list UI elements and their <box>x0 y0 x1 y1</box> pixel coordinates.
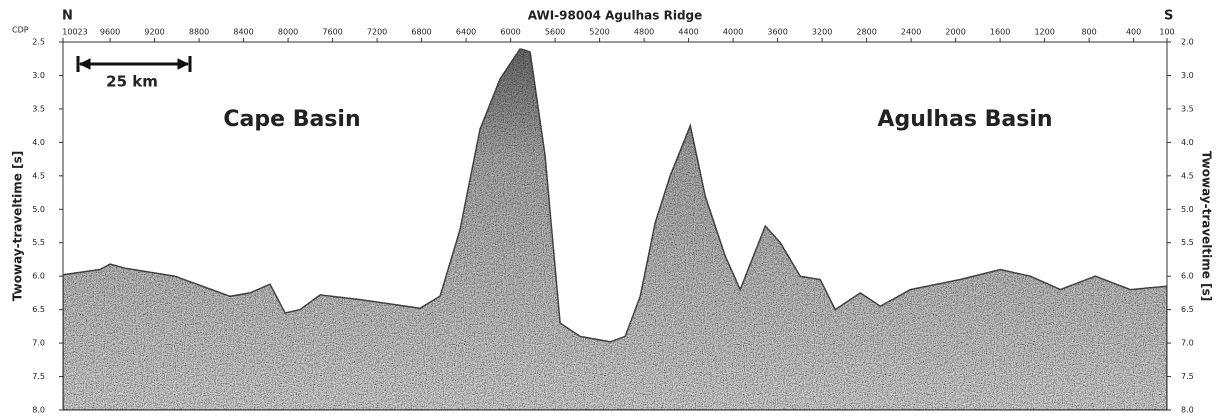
y2-tick-label: 6.5 <box>1181 305 1194 314</box>
x-tick-label: 10023 <box>62 28 87 37</box>
x-tick-label: 7600 <box>322 28 342 37</box>
x-tick-label: 6800 <box>411 28 431 37</box>
y2-tick-label: 6.0 <box>1181 272 1194 281</box>
y2-tick-label: 4.0 <box>1181 138 1194 147</box>
x-tick-label: 6000 <box>500 28 520 37</box>
x-tick-label: 100 <box>1159 28 1174 37</box>
x-tick-label: 7200 <box>367 28 387 37</box>
x-tick-label: 3200 <box>812 28 832 37</box>
y2-tick-label: 4.5 <box>1181 171 1194 180</box>
x-tick-label: 2400 <box>901 28 921 37</box>
annotation: Cape Basin <box>223 107 360 132</box>
y2-tick-label: 7.5 <box>1181 372 1194 381</box>
x-tick-label: 4000 <box>723 28 743 37</box>
scale-bar <box>78 56 190 72</box>
x-tick-label: 5600 <box>545 28 565 37</box>
x-tick-label: 9200 <box>144 28 164 37</box>
y-tick-label: 6.5 <box>32 305 45 314</box>
north-label: N <box>62 9 73 24</box>
chart-title: AWI-98004 Agulhas Ridge <box>528 9 703 23</box>
x-tick-label: 9600 <box>100 28 120 37</box>
y-tick-label: 5.0 <box>32 205 45 214</box>
y-tick-label: 6.0 <box>32 272 45 281</box>
y2-tick-label: 3.0 <box>1181 71 1194 80</box>
y2-tick-label: 2.0 <box>1181 38 1194 47</box>
y-tick-label: 4.5 <box>32 171 45 180</box>
y2-tick-label: 8.0 <box>1181 406 1194 415</box>
seafloor-reflector <box>63 49 1167 410</box>
y2-axis-label: Twoway-traveltime [s] <box>1200 151 1214 301</box>
x-tick-label: 2000 <box>945 28 965 37</box>
x-tick-label: 800 <box>1081 28 1096 37</box>
x-tick-label: 3600 <box>767 28 787 37</box>
x-tick-label: 5200 <box>589 28 609 37</box>
x-axis-label: CDP <box>12 26 29 35</box>
figure: CDP N S AWI-98004 Agulhas Ridge Twoway-t… <box>0 0 1220 419</box>
y-tick-label: 2.5 <box>32 38 45 47</box>
y-tick-label: 3.5 <box>32 104 45 113</box>
y2-tick-label: 3.5 <box>1181 104 1194 113</box>
y-tick-label: 7.5 <box>32 372 45 381</box>
x-tick-label: 400 <box>1126 28 1141 37</box>
x-tick-label: 8800 <box>189 28 209 37</box>
x-tick-label: 1200 <box>1034 28 1054 37</box>
y-tick-label: 5.5 <box>32 238 45 247</box>
south-label: S <box>1164 9 1173 24</box>
y2-tick-label: 7.0 <box>1181 339 1194 348</box>
x-tick-label: 8400 <box>233 28 253 37</box>
x-tick-label: 4800 <box>634 28 654 37</box>
x-tick-label: 8000 <box>278 28 298 37</box>
x-tick-label: 6400 <box>456 28 476 37</box>
y2-tick-label: 5.0 <box>1181 205 1194 214</box>
x-tick-label: 1600 <box>990 28 1010 37</box>
y-tick-label: 3.0 <box>32 71 45 80</box>
scale-bar-label: 25 km <box>106 73 158 91</box>
y-tick-label: 8.0 <box>32 406 45 415</box>
y-axis-label: Twoway-traveltime [s] <box>11 151 25 301</box>
annotation: Agulhas Basin <box>877 107 1052 132</box>
x-tick-label: 4400 <box>678 28 698 37</box>
y-tick-label: 7.0 <box>32 339 45 348</box>
y-tick-label: 4.0 <box>32 138 45 147</box>
y2-tick-label: 5.5 <box>1181 238 1194 247</box>
x-tick-label: 2800 <box>856 28 876 37</box>
